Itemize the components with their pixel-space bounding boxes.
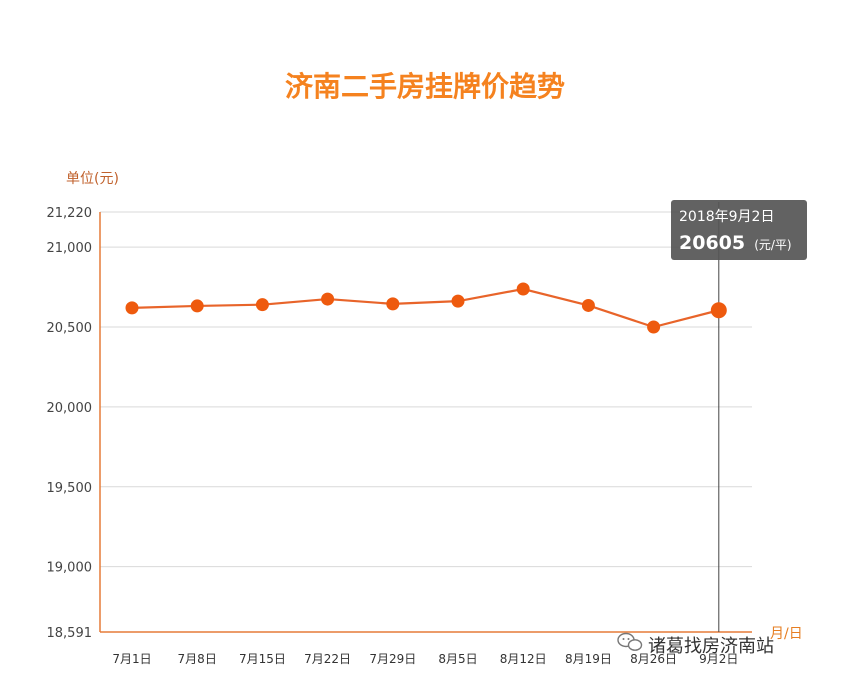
tooltip: 2018年9月2日 20605 (元/平)	[671, 200, 807, 260]
wechat-icon	[617, 632, 643, 651]
tooltip-unit: (元/平)	[754, 238, 791, 252]
data-point[interactable]	[386, 297, 400, 311]
data-point[interactable]	[190, 299, 204, 313]
x-tick-label: 7月8日	[178, 652, 217, 666]
y-axis-label: 单位(元)	[66, 171, 119, 187]
data-point[interactable]	[647, 320, 661, 334]
data-point[interactable]	[321, 292, 335, 306]
y-tick-labels: 21,220 21,000 20,500 20,000 19,500 19,000 18,5…	[47, 206, 93, 641]
y-tick-label: 20,000	[47, 401, 93, 416]
data-point[interactable]	[581, 298, 595, 312]
chart-title: 济南二手房挂牌价趋势	[285, 70, 565, 103]
series-line	[131, 287, 720, 329]
tooltip-value-line: 20605 (元/平)	[679, 232, 792, 254]
x-tick-label: 8月19日	[565, 652, 612, 666]
x-tick-labels: 7月1日 7月8日 7月15日 7月22日 7月29日 8月5日 8月12日 8月19日 8月2…	[112, 652, 738, 666]
tooltip-date: 2018年9月2日	[679, 209, 774, 225]
x-tick-label: 8月5日	[438, 652, 477, 666]
y-tick-label: 18,591	[47, 626, 93, 641]
x-tick-label: 8月12日	[500, 652, 547, 666]
x-tick-label: 9月2日	[699, 652, 738, 666]
tooltip-box	[671, 200, 807, 260]
y-tick-label: 19,500	[47, 481, 93, 496]
source-watermark: 诸葛找房济南站	[617, 632, 774, 657]
gridlines	[100, 211, 752, 568]
x-tick-label: 7月22日	[304, 652, 351, 666]
series	[125, 282, 727, 334]
watermark-text: 诸葛找房济南站	[648, 636, 774, 657]
y-tick-label: 21,220	[47, 206, 93, 221]
data-point[interactable]	[255, 298, 269, 312]
data-point[interactable]	[125, 301, 139, 315]
x-axis-label: 月/日	[770, 626, 803, 642]
y-tick-label: 21,000	[47, 241, 93, 256]
data-point[interactable]	[710, 302, 727, 319]
data-point[interactable]	[516, 282, 530, 296]
x-tick-label: 7月15日	[239, 652, 286, 666]
data-point[interactable]	[451, 294, 465, 308]
tooltip-value: 20605	[679, 232, 745, 254]
x-tick-label: 8月26日	[630, 652, 677, 666]
x-tick-label: 7月1日	[112, 652, 151, 666]
x-tick-label: 7月29日	[369, 652, 416, 666]
y-tick-label: 20,500	[47, 321, 93, 336]
y-tick-label: 19,000	[47, 561, 93, 576]
